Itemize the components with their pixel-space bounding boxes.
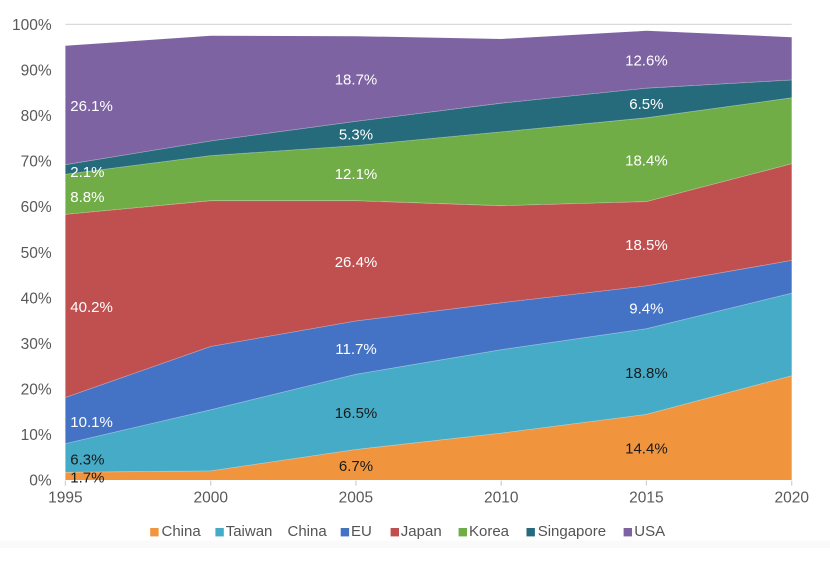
svg-text:16.5%: 16.5% xyxy=(335,405,378,422)
svg-text:6.5%: 6.5% xyxy=(629,96,663,113)
svg-text:2005: 2005 xyxy=(339,490,373,507)
svg-text:2.1%: 2.1% xyxy=(70,164,104,181)
svg-text:Japan: Japan xyxy=(401,523,442,540)
svg-text:Singapore: Singapore xyxy=(538,523,606,540)
svg-text:40%: 40% xyxy=(21,290,52,307)
svg-text:14.4%: 14.4% xyxy=(625,441,668,458)
svg-text:80%: 80% xyxy=(21,108,52,125)
svg-text:2015: 2015 xyxy=(629,490,663,507)
svg-text:50%: 50% xyxy=(21,245,52,262)
svg-text:11.7%: 11.7% xyxy=(335,341,376,358)
svg-text:China: China xyxy=(288,523,328,540)
svg-text:Korea: Korea xyxy=(469,523,510,540)
svg-text:2020: 2020 xyxy=(774,490,809,507)
svg-text:Taiwan: Taiwan xyxy=(226,523,273,540)
svg-text:18.5%: 18.5% xyxy=(625,237,668,254)
svg-text:6.7%: 6.7% xyxy=(339,458,373,475)
svg-text:40.2%: 40.2% xyxy=(70,299,113,316)
svg-text:6.3%: 6.3% xyxy=(70,451,104,468)
svg-text:USA: USA xyxy=(634,523,665,540)
svg-text:18.8%: 18.8% xyxy=(625,365,668,382)
svg-text:20%: 20% xyxy=(21,382,52,399)
svg-text:70%: 70% xyxy=(21,154,52,171)
svg-text:18.7%: 18.7% xyxy=(335,72,378,89)
svg-text:9.4%: 9.4% xyxy=(629,301,663,318)
svg-text:100%: 100% xyxy=(12,17,52,34)
svg-text:10.1%: 10.1% xyxy=(70,414,113,431)
svg-text:30%: 30% xyxy=(21,336,52,353)
svg-text:0%: 0% xyxy=(29,473,52,490)
svg-text:2010: 2010 xyxy=(484,490,519,507)
svg-text:26.4%: 26.4% xyxy=(335,254,378,271)
svg-text:18.4%: 18.4% xyxy=(625,153,668,170)
svg-text:26.1%: 26.1% xyxy=(70,98,113,115)
svg-text:12.6%: 12.6% xyxy=(625,52,668,69)
svg-text:10%: 10% xyxy=(21,427,52,444)
svg-text:90%: 90% xyxy=(21,63,52,80)
svg-text:1995: 1995 xyxy=(48,490,82,507)
svg-text:1.7%: 1.7% xyxy=(70,470,104,487)
svg-text:2000: 2000 xyxy=(193,490,228,507)
svg-text:EU: EU xyxy=(351,523,372,540)
svg-text:5.3%: 5.3% xyxy=(339,126,373,143)
svg-text:12.1%: 12.1% xyxy=(335,166,378,183)
svg-text:60%: 60% xyxy=(21,199,52,216)
svg-text:8.8%: 8.8% xyxy=(70,189,104,206)
svg-text:China: China xyxy=(162,523,202,540)
